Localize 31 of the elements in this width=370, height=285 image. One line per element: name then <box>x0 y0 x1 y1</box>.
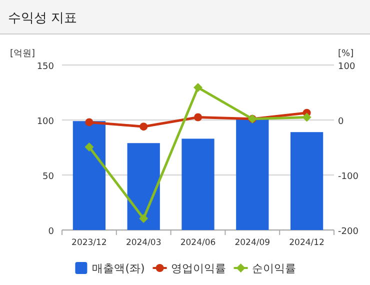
chart-title: 수익성 지표 <box>8 11 78 26</box>
x-tick-label: 2024/06 <box>180 238 216 248</box>
bar <box>182 138 214 230</box>
y2-axis-title: [%] <box>338 49 354 59</box>
y2-tick-label: 100 <box>338 62 356 72</box>
legend-label: 영업이익률 <box>170 262 226 275</box>
y-tick-label: 0 <box>48 227 54 237</box>
legend-label: 매출액(좌) <box>92 262 145 275</box>
point <box>302 112 312 122</box>
legend-label: 순이익률 <box>252 262 296 275</box>
bar <box>72 121 106 230</box>
point <box>140 122 148 131</box>
point <box>85 118 94 126</box>
point <box>139 214 148 223</box>
point <box>194 113 202 122</box>
bar <box>127 143 160 230</box>
y2-tick-label: 0 <box>338 117 344 127</box>
y2-tick-label: -200 <box>338 227 359 237</box>
x-tick-label: 2023/12 <box>72 238 107 248</box>
y-tick-label: 150 <box>36 62 54 72</box>
y-tick-label: 50 <box>42 172 54 182</box>
y-axis-title: [억원] <box>10 49 36 59</box>
point <box>84 142 94 152</box>
x-tick-label: 2024/12 <box>289 238 324 248</box>
point <box>194 83 202 92</box>
bar <box>290 132 324 230</box>
y-tick-label: 100 <box>36 117 54 127</box>
bar <box>236 118 269 230</box>
x-tick-label: 2024/03 <box>126 238 162 248</box>
x-tick-label: 2024/09 <box>234 238 270 248</box>
y2-tick-label: -100 <box>338 172 359 182</box>
